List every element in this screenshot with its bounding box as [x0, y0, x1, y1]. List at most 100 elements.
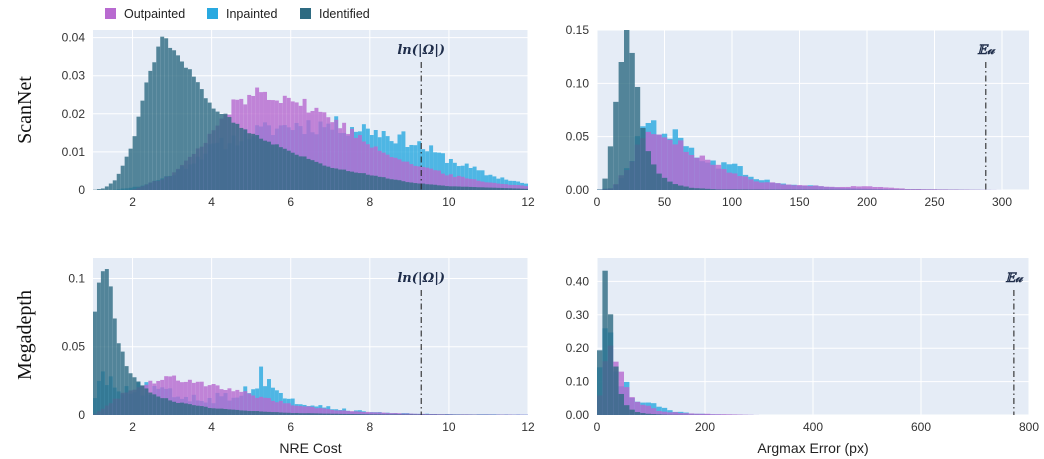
- histogram-bar: [369, 412, 374, 415]
- histogram-bar: [357, 411, 362, 415]
- histogram-bar: [199, 89, 204, 190]
- histogram-bar: [484, 182, 489, 190]
- histogram-bar: [274, 412, 279, 415]
- histogram-bar: [160, 398, 165, 415]
- histogram-bar: [715, 164, 722, 190]
- histogram-bar: [172, 50, 177, 190]
- histogram-bar: [389, 413, 394, 415]
- histogram-bar: [286, 412, 291, 415]
- histogram-bar: [401, 131, 406, 190]
- histogram-bar: [219, 114, 224, 190]
- histogram-bar: [413, 183, 418, 190]
- histogram-bar: [405, 182, 410, 190]
- histogram-bar: [302, 413, 307, 415]
- x-tick-label: 2: [129, 195, 136, 209]
- y-tick-label: 0: [78, 408, 85, 422]
- histogram-bar: [259, 396, 264, 415]
- histogram-bar: [278, 147, 283, 190]
- histogram-bar: [645, 405, 651, 415]
- histogram-bar: [640, 128, 646, 190]
- histogram-bar: [326, 413, 331, 415]
- histogram-bar: [346, 171, 351, 190]
- histogram-bar: [769, 182, 776, 190]
- histogram-bar: [267, 379, 271, 415]
- histogram-bar: [385, 412, 390, 415]
- histogram-bar: [357, 135, 362, 190]
- histogram-bar: [385, 178, 390, 190]
- histogram-bar: [203, 98, 208, 190]
- histogram-bar: [251, 411, 256, 415]
- histogram-bar: [342, 169, 347, 190]
- histogram-bar: [845, 186, 851, 190]
- histogram-bar: [417, 183, 422, 190]
- histogram-bar: [326, 117, 331, 190]
- series-identified: [93, 269, 528, 415]
- histogram-bar: [413, 413, 418, 415]
- histogram-bar: [96, 189, 101, 190]
- x-tick-label: 200: [695, 420, 715, 434]
- histogram-bar: [726, 189, 732, 190]
- histogram-bar: [160, 379, 165, 415]
- histogram-bar: [172, 401, 177, 415]
- histogram-bar: [456, 175, 461, 190]
- histogram-bar: [726, 414, 732, 415]
- histogram-bar: [710, 414, 716, 415]
- histogram-bar: [656, 173, 662, 190]
- histogram-bar: [274, 144, 279, 190]
- histogram-bar: [306, 406, 311, 415]
- histogram-bar: [263, 140, 267, 190]
- histogram-bar: [915, 189, 921, 190]
- histogram-bar: [369, 147, 374, 190]
- histogram-bar: [168, 47, 173, 190]
- histogram-bar: [334, 413, 339, 415]
- histogram-bar: [278, 400, 283, 415]
- histogram-bar: [365, 144, 370, 190]
- histogram-bar: [314, 161, 319, 190]
- histogram-bar: [219, 389, 224, 415]
- histogram-bar: [369, 414, 374, 415]
- histogram-bar: [433, 414, 438, 415]
- histogram-bar: [278, 412, 283, 415]
- histogram-bar: [282, 403, 287, 415]
- histogram-bar: [116, 173, 121, 190]
- histogram-bar: [243, 410, 248, 415]
- histogram-bar: [764, 182, 770, 190]
- histogram-bar: [877, 186, 884, 190]
- histogram-bar: [464, 414, 469, 415]
- histogram-bar: [108, 183, 113, 190]
- histogram-bar: [318, 163, 323, 190]
- histogram-bar: [207, 385, 212, 415]
- histogram-bar: [259, 366, 264, 415]
- y-tick-label: 0.10: [566, 76, 590, 90]
- histogram-bar: [164, 38, 169, 190]
- histogram-bar: [270, 412, 275, 415]
- reference-line-label: ln(|Ω|): [397, 271, 445, 286]
- histogram-bar: [128, 148, 133, 190]
- histogram-bar: [656, 134, 662, 190]
- histogram-bar: [199, 406, 204, 415]
- histogram-bar: [496, 183, 501, 190]
- histogram-bar: [183, 67, 188, 190]
- histogram-bar: [942, 189, 948, 190]
- histogram-bar: [405, 413, 410, 415]
- histogram-bar: [282, 148, 287, 190]
- histogram-bar: [164, 398, 169, 415]
- histogram-bar: [342, 122, 347, 190]
- histogram-bar: [108, 286, 113, 415]
- histogram-bar: [441, 173, 445, 190]
- histogram-bar: [421, 166, 426, 190]
- histogram-bar: [448, 174, 453, 190]
- histogram-bar: [678, 185, 684, 190]
- histogram-bar: [460, 414, 465, 415]
- x-tick-label: 2: [129, 420, 136, 434]
- histogram-bar: [156, 396, 161, 415]
- histogram-bar: [207, 408, 212, 415]
- histogram-bar: [672, 184, 678, 190]
- x-tick-label: 300: [992, 195, 1012, 209]
- histogram-bar: [634, 412, 641, 415]
- histogram-bar: [294, 154, 299, 190]
- histogram-bar: [286, 403, 291, 415]
- legend-swatch-outpainted: [105, 8, 116, 19]
- histogram-bar: [302, 98, 307, 190]
- histogram-bar: [227, 117, 232, 190]
